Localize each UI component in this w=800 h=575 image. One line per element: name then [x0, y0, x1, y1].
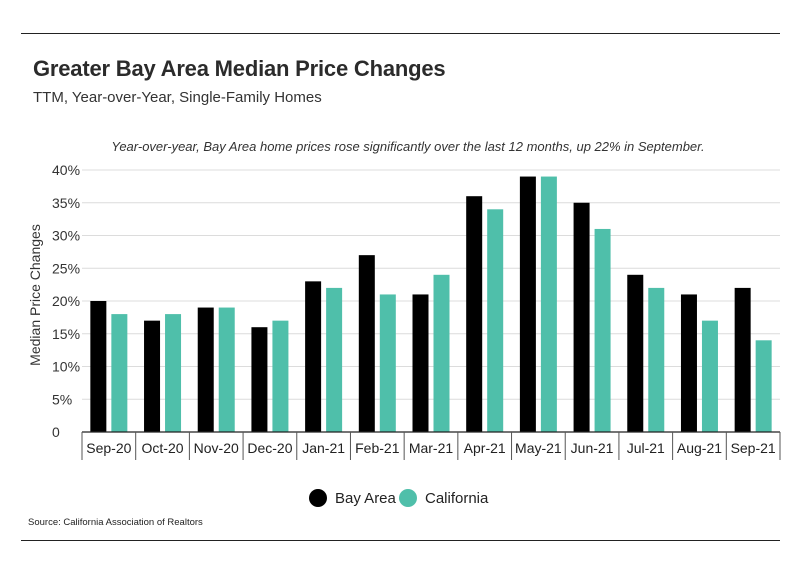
bar-california	[433, 274, 450, 432]
x-tick-label: Jun-21	[571, 440, 614, 456]
y-tick-label: 35%	[52, 195, 80, 211]
bar-california	[218, 307, 235, 432]
bar-bay-area	[412, 294, 429, 432]
bar-california	[165, 314, 182, 432]
y-tick-label: 20%	[52, 293, 80, 309]
x-tick-label: Dec-20	[247, 440, 292, 456]
y-tick-label: 5%	[52, 391, 72, 407]
x-tick-label: Feb-21	[355, 440, 400, 456]
legend-label: Bay Area	[335, 490, 397, 507]
bar-bay-area	[573, 202, 590, 432]
chart-subtitle: TTM, Year-over-Year, Single-Family Homes	[33, 89, 322, 106]
bars	[90, 176, 772, 432]
bar-bay-area	[251, 327, 268, 432]
chart-annotation: Year-over-year, Bay Area home prices ros…	[111, 139, 704, 154]
top-rule	[21, 33, 780, 34]
bar-bay-area	[519, 176, 536, 432]
bar-california	[272, 320, 289, 432]
bottom-rule	[21, 540, 780, 541]
bar-bay-area	[680, 294, 697, 432]
x-tick-label: Oct-20	[142, 440, 184, 456]
bar-california	[487, 209, 504, 432]
y-tick-label: 0	[52, 424, 60, 440]
bar-bay-area	[358, 255, 375, 432]
x-axis: Sep-20 Oct-20 Nov-20 Dec-20 Jan-21 Feb-21 Mar-…	[81, 431, 781, 460]
y-tick-label: 30%	[52, 228, 80, 244]
x-tick-label: Nov-20	[194, 440, 239, 456]
y-tick-label: 40%	[52, 162, 80, 178]
chart-title: Greater Bay Area Median Price Changes	[33, 56, 446, 81]
legend-label: California	[425, 490, 489, 507]
x-tick-label: May-21	[515, 440, 562, 456]
gridlines	[82, 169, 780, 400]
y-axis-ticks: 0 5% 10% 15% 20% 25% 30% 35% 40%	[52, 162, 80, 440]
y-tick-label: 25%	[52, 260, 80, 276]
bar-bay-area	[197, 307, 214, 432]
bar-bay-area	[627, 274, 644, 432]
bar-california	[701, 320, 718, 432]
y-tick-label: 10%	[52, 359, 80, 375]
source-note: Source: California Association of Realto…	[28, 517, 203, 528]
bar-california	[594, 228, 611, 432]
bar-california	[379, 294, 396, 432]
x-tick-label: Apr-21	[464, 440, 506, 456]
x-tick-label: Jan-21	[302, 440, 345, 456]
y-tick-label: 15%	[52, 326, 80, 342]
bar-bay-area	[466, 196, 483, 432]
bar-bay-area	[90, 301, 107, 432]
x-tick-label: Sep-21	[731, 440, 776, 456]
x-tick-label: Aug-21	[677, 440, 722, 456]
bar-bay-area	[305, 281, 322, 432]
bar-california	[755, 340, 772, 432]
legend-marker	[309, 489, 327, 507]
legend-marker	[399, 489, 417, 507]
bar-california	[540, 176, 557, 432]
x-tick-label: Jul-21	[627, 440, 665, 456]
legend: Bay Area California	[309, 489, 489, 507]
bar-bay-area	[734, 287, 751, 432]
bar-california	[326, 287, 343, 432]
bar-california	[648, 287, 665, 432]
y-axis-label: Median Price Changes	[27, 224, 43, 366]
x-tick-label: Mar-21	[409, 440, 454, 456]
x-tick-label: Sep-20	[86, 440, 131, 456]
bar-california	[111, 314, 128, 432]
bar-bay-area	[144, 320, 161, 432]
